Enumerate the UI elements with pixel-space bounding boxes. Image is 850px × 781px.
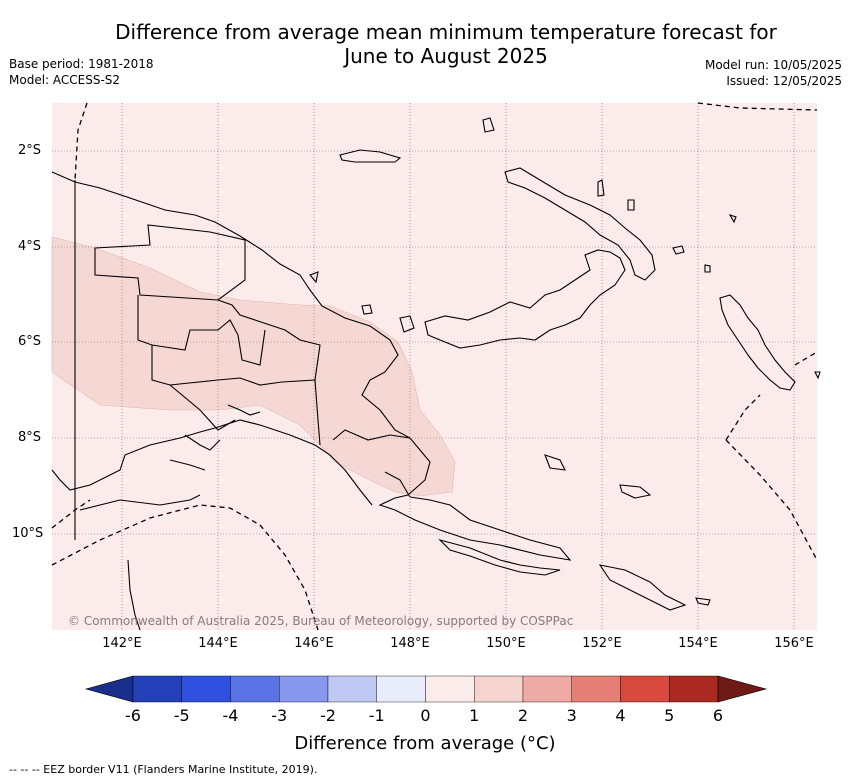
title-line-2: June to August 2025 <box>344 44 548 68</box>
colorbar-segment <box>376 675 426 703</box>
colorbar-title: Difference from average (°C) <box>294 733 556 754</box>
coastlines <box>51 117 821 631</box>
province-boundaries <box>94 224 411 498</box>
colorbar-tick-label: -5 <box>173 706 190 725</box>
colorbar-tick-label: 2 <box>517 706 529 725</box>
colorbar-segment <box>279 675 329 703</box>
colorbar-tick-label: 5 <box>664 706 675 725</box>
lon-label-146e: 146°E <box>294 636 334 651</box>
lat-label-2s: 2°S <box>18 143 42 158</box>
colorbar-tick-label: -3 <box>271 706 288 725</box>
colorbar-tick-label: 0 <box>420 706 431 725</box>
issued-date: Issued: 12/05/2025 <box>726 74 842 88</box>
title-line-1: Difference from average mean minimum tem… <box>115 20 777 44</box>
small-islands <box>309 117 821 380</box>
colorbar-tick-label: -4 <box>222 706 239 725</box>
model-run: Model run: 10/05/2025 <box>704 58 842 72</box>
colorbar-tick-label: 3 <box>566 706 577 725</box>
colorbar-tick-label: -2 <box>320 706 336 725</box>
colorbar-tick-label: -1 <box>368 706 385 725</box>
lat-label-10s: 10°S <box>12 526 44 541</box>
new-guinea-south-coast <box>51 419 373 506</box>
lat-label-6s: 6°S <box>18 334 42 349</box>
lon-label-152e: 152°E <box>582 636 622 651</box>
copyright-notice: © Commonwealth of Australia 2025, Bureau… <box>68 614 574 628</box>
new-guinea-coast <box>51 171 572 561</box>
colorbar-tick-label: -6 <box>125 706 141 725</box>
new-ireland <box>504 167 656 281</box>
colorbar-segment <box>230 675 280 703</box>
warmer-anomaly-area <box>51 236 456 497</box>
colorbar-extend-low <box>84 675 134 703</box>
colorbar-segment <box>132 675 182 703</box>
colorbar-segment <box>327 675 377 703</box>
lon-label-150e: 150°E <box>486 636 526 651</box>
colorbar-segment <box>474 675 524 703</box>
colorbar-tick-label: 4 <box>615 706 626 725</box>
new-britain <box>424 249 626 349</box>
gridlines <box>52 103 817 630</box>
base-period: Base period: 1981-2018 <box>9 57 154 71</box>
colorbar-segment <box>522 675 572 703</box>
torres-strait-coast <box>79 494 201 631</box>
model-name: Model: ACCESS-S2 <box>9 73 121 87</box>
colorbar-segment <box>425 675 475 703</box>
lon-label-156e: 156°E <box>774 636 814 651</box>
eez-legend-footnote: -- -- -- EEZ border V11 (Flanders Marine… <box>9 763 318 776</box>
colorbar-tick-label: 1 <box>469 706 480 725</box>
lat-label-4s: 4°S <box>18 239 42 254</box>
lon-label-142e: 142°E <box>102 636 142 651</box>
colorbar-segment <box>181 675 231 703</box>
colorbar-segment <box>669 675 719 703</box>
colorbar <box>84 675 768 703</box>
lat-label-8s: 8°S <box>18 430 42 445</box>
manus <box>339 149 402 163</box>
islands-east <box>438 454 711 611</box>
meta-right: Model run: 10/05/2025 Issued: 12/05/2025 <box>705 57 842 89</box>
fly-delta <box>169 404 261 471</box>
lon-label-148e: 148°E <box>390 636 430 651</box>
lon-label-154e: 154°E <box>678 636 718 651</box>
colorbar-segment <box>620 675 670 703</box>
colorbar-tick-label: 6 <box>712 706 724 725</box>
colorbar-extend-high <box>717 675 768 703</box>
lon-label-144e: 144°E <box>198 636 238 651</box>
meta-left: Base period: 1981-2018 Model: ACCESS-S2 <box>9 56 154 88</box>
map-title: Difference from average mean minimum tem… <box>96 20 796 68</box>
colorbar-segment <box>571 675 621 703</box>
bougainville <box>719 294 796 391</box>
